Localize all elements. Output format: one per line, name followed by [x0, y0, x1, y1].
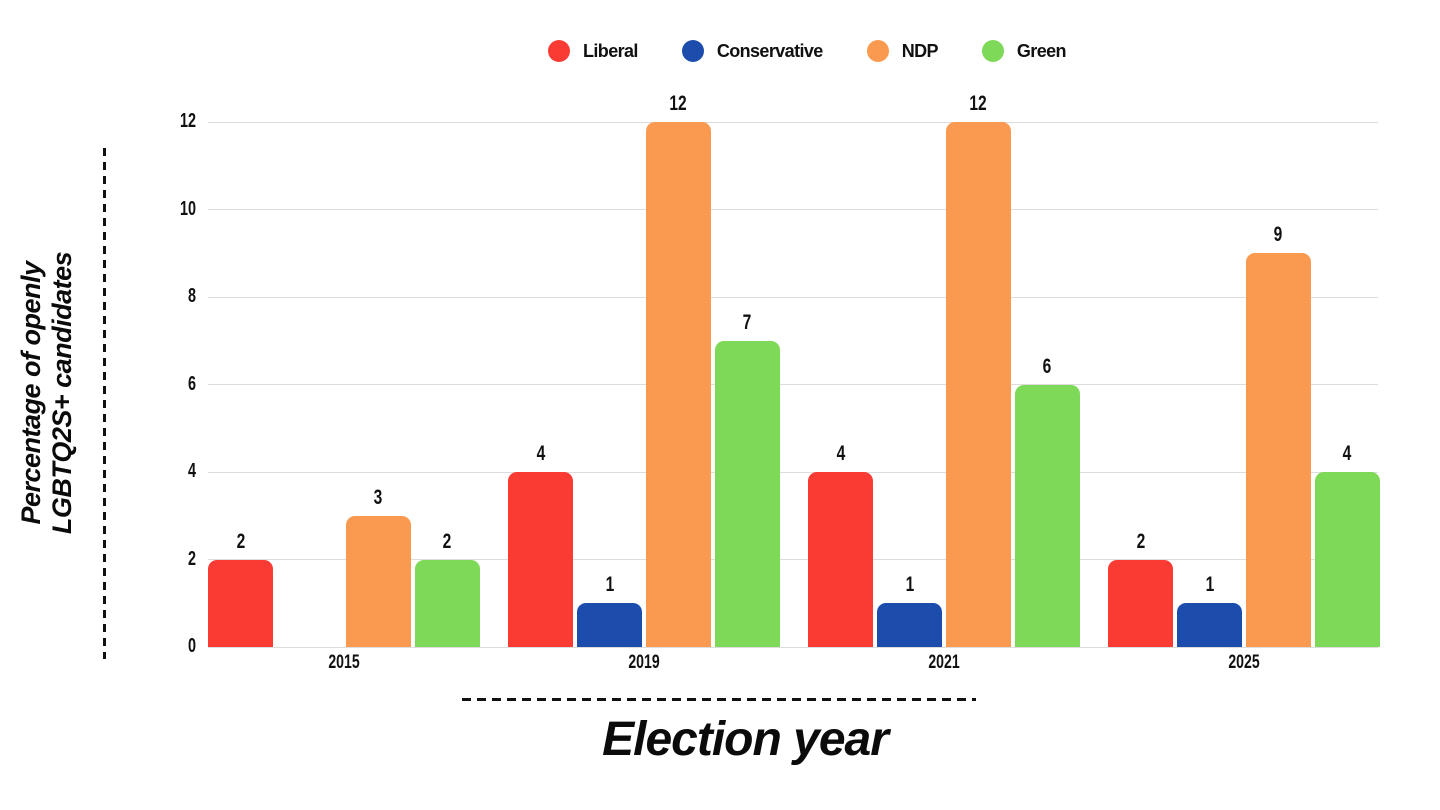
bar-value-green-2021: 6	[1042, 354, 1052, 378]
gridline-2	[208, 559, 1378, 560]
gridline-0	[208, 646, 1378, 648]
y-axis-title-line1: Percentage of openly	[16, 261, 46, 525]
bar-value-liberal-2019: 4	[536, 442, 546, 465]
gridline-10	[208, 209, 1378, 210]
x-axis-title: Election year	[602, 713, 889, 766]
bar-liberal-2025	[1108, 559, 1174, 647]
gridline-12	[208, 121, 1378, 123]
legend-label: Liberal	[583, 40, 638, 61]
legend-dot-liberal	[548, 40, 570, 62]
y-tick-8: 8	[187, 285, 196, 307]
bar-value-green-2015: 2	[442, 529, 452, 553]
x-tick-2019: 2019	[628, 652, 660, 673]
bar-conservative-2021	[877, 603, 943, 647]
y-tick-2: 2	[187, 547, 196, 570]
bar-value-green-2025: 4	[1342, 442, 1352, 465]
y-axis-dashed-line	[103, 148, 106, 659]
legend-dot-conservative	[681, 40, 704, 62]
bar-value-ndp-2025: 9	[1274, 223, 1283, 247]
legend-label: Green	[1016, 40, 1067, 61]
bar-ndp-2021	[945, 122, 1011, 647]
bar-liberal-2015	[208, 559, 274, 647]
x-tick-2025: 2025	[1228, 652, 1260, 673]
gridline-4	[208, 471, 1378, 473]
bar-green-2021	[1014, 384, 1080, 647]
y-tick-0: 0	[187, 635, 196, 657]
bar-value-liberal-2021: 4	[836, 442, 846, 465]
x-tick-2021: 2021	[928, 652, 960, 673]
bar-green-2015	[414, 559, 480, 647]
gridline-8	[208, 296, 1378, 298]
bar-value-ndp-2015: 3	[374, 485, 383, 509]
legend-item-conservative: Conservative	[681, 40, 823, 62]
bar-green-2025	[1314, 472, 1380, 647]
y-tick-10: 10	[179, 197, 196, 220]
bar-value-conservative-2021: 1	[905, 573, 914, 597]
bar-liberal-2021	[808, 472, 874, 647]
bar-liberal-2019	[508, 472, 574, 647]
legend-label: NDP	[901, 40, 939, 61]
bar-green-2019	[714, 340, 780, 647]
bar-value-conservative-2019: 1	[605, 573, 614, 597]
bar-value-ndp-2021: 12	[969, 92, 988, 115]
bar-value-conservative-2025: 1	[1205, 573, 1214, 597]
legend-item-liberal: Liberal	[548, 40, 638, 62]
y-tick-4: 4	[187, 460, 196, 482]
legend-item-green: Green	[981, 40, 1067, 62]
legend-dot-green	[981, 40, 1004, 62]
legend-dot-ndp	[866, 40, 889, 62]
bar-ndp-2025	[1245, 253, 1311, 647]
legend-item-ndp: NDP	[866, 40, 939, 62]
bar-value-liberal-2025: 2	[1136, 529, 1146, 553]
bar-ndp-2015	[345, 515, 411, 647]
bar-value-ndp-2019: 12	[669, 92, 688, 115]
y-tick-12: 12	[179, 110, 196, 132]
bar-value-green-2019: 7	[742, 310, 752, 334]
x-tick-2015: 2015	[328, 652, 360, 673]
bar-ndp-2019	[645, 122, 711, 647]
legend: Liberal Conservative NDP Green	[548, 40, 1067, 62]
bar-conservative-2019	[577, 603, 643, 647]
gridline-6	[208, 384, 1378, 385]
y-axis-title: Percentage of openly LGBTQ2S+ candidates	[16, 183, 78, 603]
y-tick-6: 6	[187, 372, 196, 395]
bar-conservative-2025	[1177, 603, 1243, 647]
bar-value-liberal-2015: 2	[236, 529, 246, 553]
y-axis-title-line2: LGBTQ2S+ candidates	[47, 251, 77, 535]
plot-area: 2 3 2 4 1 12 7 4 1 12 6 2 1 9 4	[208, 92, 1380, 648]
x-axis-dashed-line	[462, 698, 976, 701]
legend-label: Conservative	[716, 40, 823, 61]
